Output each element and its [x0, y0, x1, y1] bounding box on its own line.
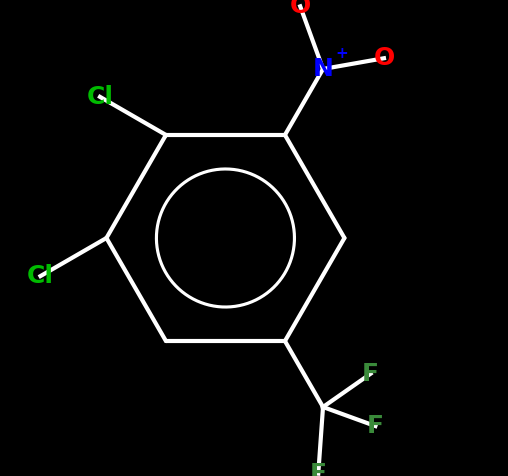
Text: N: N [312, 57, 333, 81]
Text: Cl: Cl [86, 85, 113, 109]
Text: O: O [373, 46, 395, 70]
Text: F: F [310, 462, 327, 476]
Text: +: + [336, 46, 348, 61]
Text: F: F [367, 414, 384, 438]
Text: O: O [290, 0, 311, 19]
Text: F: F [362, 362, 379, 386]
Text: Cl: Cl [27, 264, 54, 288]
